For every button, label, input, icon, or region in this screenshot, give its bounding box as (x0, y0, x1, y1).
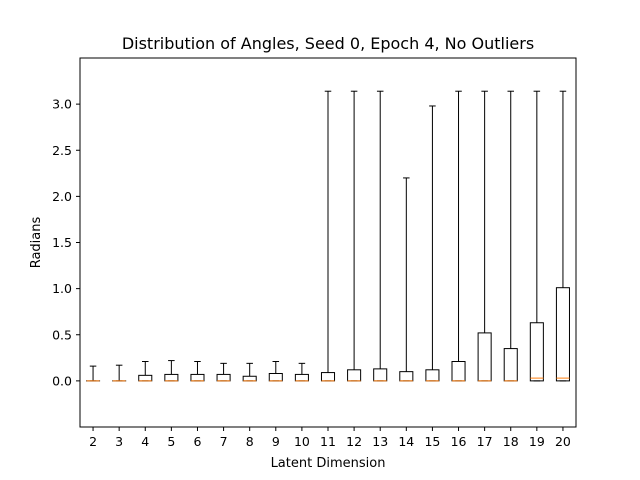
y-tick-label: 1.0 (52, 281, 72, 296)
box-dim-6 (190, 361, 205, 382)
y-tick-label: 3.0 (52, 97, 72, 112)
box-dim-16 (451, 90, 466, 382)
box-dim-2 (86, 365, 101, 382)
x-tick-label: 9 (272, 434, 280, 449)
x-tick-label: 15 (424, 434, 440, 449)
x-tick-label: 12 (346, 434, 362, 449)
box-14 (399, 371, 414, 382)
y-axis-label: Radians (29, 216, 44, 268)
y-tick-label: 2.0 (52, 189, 72, 204)
box-dim-19 (529, 90, 544, 382)
x-axis-ticks: 2 3 4 5 6 7 8 9 10 11 12 13 14 15 16 17 18 19 20 (89, 427, 571, 449)
box-dim-20 (555, 90, 570, 382)
x-tick-label: 14 (398, 434, 414, 449)
x-axis-label: Latent Dimension (271, 456, 386, 471)
box-dim-9 (268, 361, 283, 382)
box-10 (294, 373, 309, 382)
x-tick-label: 7 (220, 434, 228, 449)
box-12 (347, 369, 362, 382)
y-tick-label: 2.5 (52, 143, 72, 158)
y-tick-label: 1.5 (52, 235, 72, 250)
box-dim-18 (503, 90, 518, 382)
x-tick-label: 3 (115, 434, 123, 449)
x-tick-label: 8 (246, 434, 254, 449)
chart-title: Distribution of Angles, Seed 0, Epoch 4,… (122, 34, 534, 53)
box-11 (320, 372, 336, 382)
x-tick-label: 2 (89, 434, 97, 449)
box-19 (529, 322, 544, 382)
x-tick-label: 11 (320, 434, 336, 449)
box-dim-7 (216, 362, 231, 382)
box-16 (451, 361, 466, 382)
box-dim-17 (477, 90, 492, 382)
x-tick-label: 6 (193, 434, 201, 449)
x-tick-label: 19 (529, 434, 545, 449)
x-tick-label: 10 (294, 434, 310, 449)
x-tick-label: 17 (477, 434, 493, 449)
x-tick-label: 4 (141, 434, 149, 449)
box-13 (373, 368, 388, 382)
box-15 (425, 369, 440, 382)
box-5 (164, 373, 179, 382)
box-8 (242, 375, 257, 382)
box-17 (477, 332, 492, 382)
box-dim-15 (425, 105, 440, 382)
y-axis-ticks: 0.0 0.5 1.0 1.5 2.0 2.5 3.0 (52, 97, 80, 388)
box-dim-10 (294, 362, 309, 382)
box-7 (216, 373, 231, 382)
box-6 (190, 373, 205, 382)
x-tick-label: 18 (503, 434, 519, 449)
box-group (86, 90, 570, 382)
box-18 (503, 348, 518, 382)
box-dim-14 (399, 177, 414, 382)
plot-frame (79, 57, 577, 428)
x-tick-label: 20 (555, 434, 571, 449)
box-dim-12 (347, 90, 362, 382)
box-dim-8 (242, 362, 257, 382)
box-dim-13 (373, 90, 388, 382)
y-tick-label: 0.5 (52, 327, 72, 342)
x-tick-label: 13 (372, 434, 388, 449)
box-dim-11 (320, 90, 336, 382)
box-dim-5 (164, 360, 179, 382)
x-tick-label: 5 (167, 434, 175, 449)
box-dim-4 (138, 361, 153, 382)
box-20 (555, 287, 570, 382)
box-9 (268, 372, 283, 382)
y-tick-label: 0.0 (52, 373, 72, 388)
box-4 (138, 374, 153, 382)
box-dim-3 (112, 364, 127, 382)
x-tick-label: 16 (451, 434, 467, 449)
